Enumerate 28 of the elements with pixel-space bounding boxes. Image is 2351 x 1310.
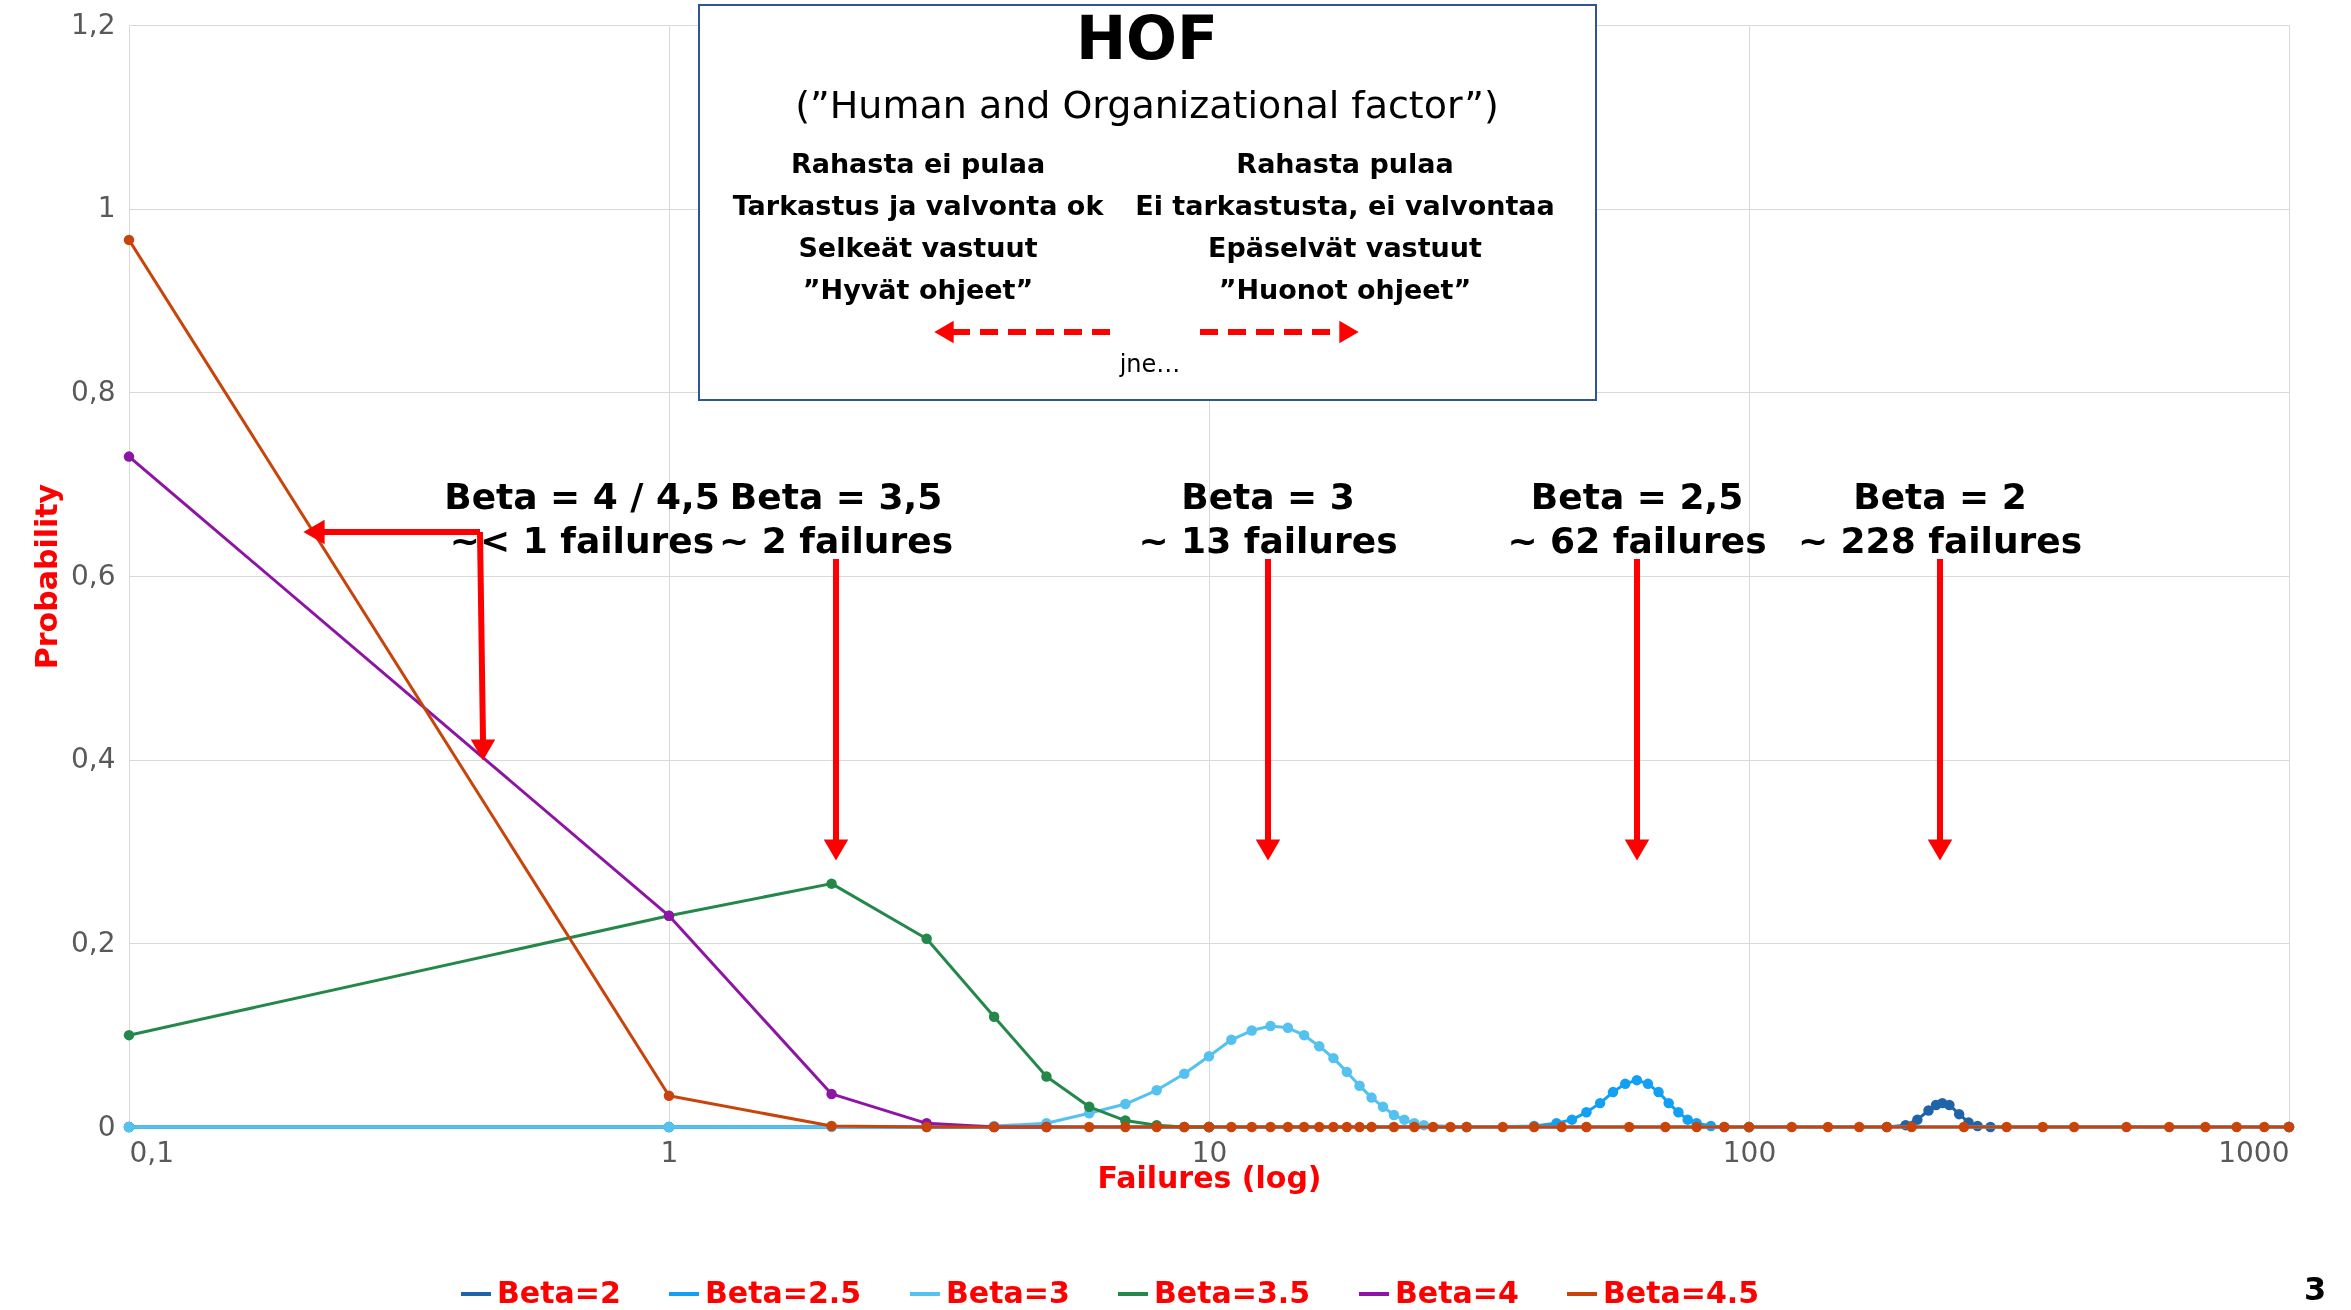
annotation: Rahasta ei pulaa Tarkastus ja valvonta ok Selkeät vastuut ”Hyvät ohjeet” [732,148,1105,305]
legend-label: Beta=4.5 [1603,1275,1760,1310]
x-tick-label: 0,1 [129,1135,175,1169]
y-tick-label: 0,6 [70,558,116,592]
y-tick-label: 0 [97,1109,116,1143]
legend-label: Beta=3 [946,1275,1070,1310]
y-axis-title: Probability [28,483,64,670]
legend-label: Beta=4 [1395,1275,1519,1310]
legend-label: Beta=3.5 [1154,1275,1311,1310]
annotation: Beta = 2,5 ~ 62 failures [1507,476,1767,561]
chart-title: HOF [1075,3,1219,73]
annotation: jne… [1118,350,1181,378]
annotation: Beta = 3 ~ 13 failures [1138,476,1398,561]
y-tick-label: 1 [97,191,116,225]
legend-label: Beta=2.5 [705,1275,862,1310]
x-tick-label: 1000 [2218,1135,2290,1169]
x-tick-label: 100 [1722,1135,1777,1169]
annotation: Rahasta pulaa Ei tarkastusta, ei valvontaa Epäselvät vastuut ”Huonot ohjeet” [1135,148,1555,305]
legend-label: Beta=2 [497,1275,621,1310]
annotation: Beta = 3,5 ~ 2 failures [718,476,954,561]
text: (”Human and Organizational factor”) [795,83,1499,127]
y-tick-label: 0,2 [70,925,116,959]
text: 3 [2303,1270,2327,1308]
y-tick-label: 0,8 [70,374,116,408]
x-tick-label: 1 [660,1135,679,1169]
annotation: Beta = 2 ~ 228 failures [1797,476,2083,561]
y-tick-label: 1,2 [70,7,116,41]
y-tick-label: 0,4 [70,742,116,776]
